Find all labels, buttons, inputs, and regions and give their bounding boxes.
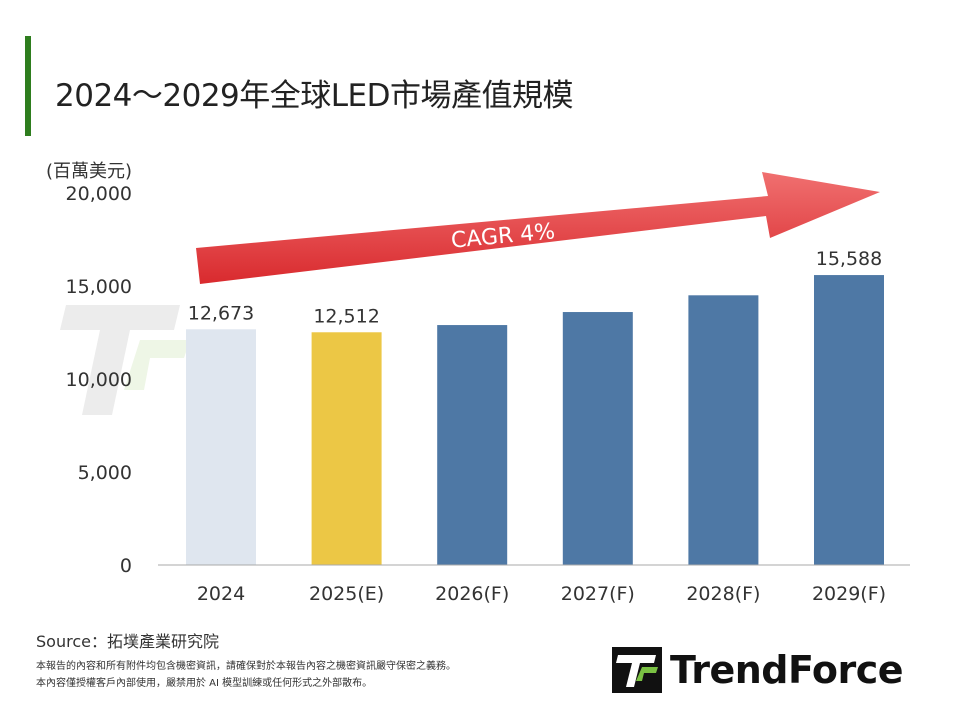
watermark-logo-accent: [124, 340, 190, 390]
trendforce-logo-icon: [612, 647, 662, 693]
y-tick-label: 0: [120, 555, 132, 577]
x-tick-label: 2027(F): [561, 583, 635, 605]
y-axis-unit: (百萬美元): [46, 161, 133, 182]
x-tick-label: 2028(F): [686, 583, 760, 605]
bar-2024: [186, 329, 256, 565]
cagr-arrow: CAGR 4%: [196, 172, 880, 284]
y-tick-label: 10,000: [66, 369, 132, 391]
arrow-shape: [196, 172, 880, 284]
disclaimer-line-2: 本內容僅授權客戶內部使用，嚴禁用於 AI 模型訓練或任何形式之外部散布。: [36, 678, 373, 689]
x-tick-label: 2029(F): [812, 583, 886, 605]
x-tick-label: 2024: [197, 583, 245, 605]
title-accent-bar: [25, 36, 31, 136]
data-label: 15,588: [816, 248, 882, 270]
data-label: 12,673: [188, 302, 254, 324]
source-text: Source：拓墣產業研究院: [36, 632, 219, 651]
bar-2028(F): [688, 295, 759, 565]
disclaimer-line-1: 本報告的內容和所有附件均包含機密資訊，請確保對於本報告內容之機密資訊嚴守保密之義…: [36, 661, 456, 672]
page-title: 2024～2029年全球LED市場產值規模: [55, 78, 574, 114]
bar-2025(E): [311, 332, 382, 565]
bar-2026(F): [437, 325, 508, 565]
x-tick-label: 2026(F): [435, 583, 509, 605]
y-tick-label: 15,000: [66, 276, 132, 298]
watermark-logo-shape: [60, 305, 180, 415]
trendforce-logo: TrendForce: [612, 647, 904, 693]
bar-2029(F): [814, 275, 884, 565]
y-tick-label: 20,000: [66, 183, 132, 205]
y-tick-label: 5,000: [78, 462, 132, 484]
x-tick-label: 2025(E): [309, 583, 384, 605]
bar-2027(F): [562, 312, 633, 565]
data-label: 12,512: [313, 305, 379, 327]
logo-text: TrendForce: [670, 648, 904, 692]
watermark: [60, 305, 190, 415]
